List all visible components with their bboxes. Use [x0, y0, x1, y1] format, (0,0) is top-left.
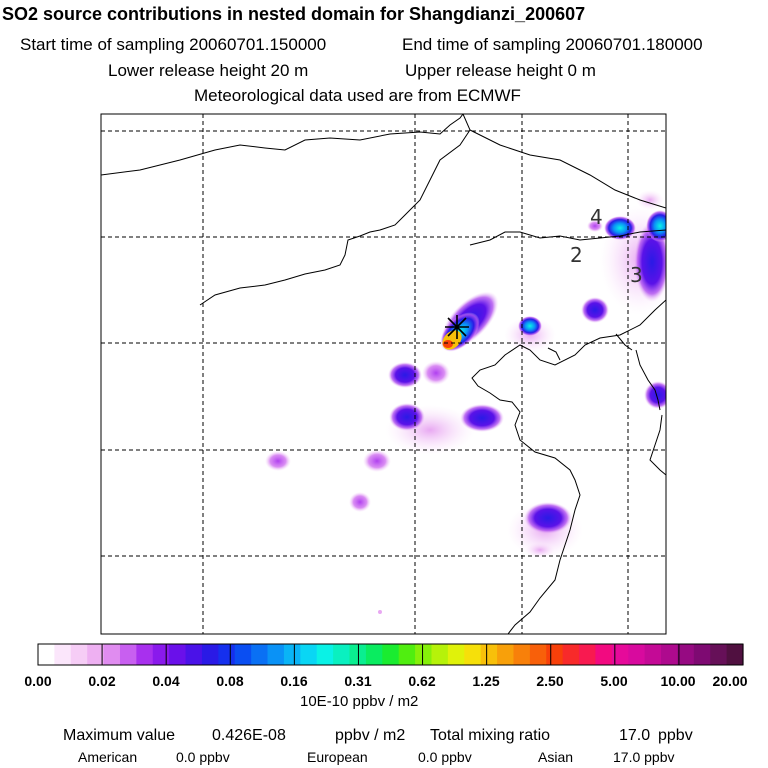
- asian-label: Asian: [538, 749, 574, 765]
- legend-tick: 0.08: [216, 673, 244, 689]
- european-label: European: [307, 749, 368, 765]
- legend-border: [37, 643, 744, 666]
- legend-swatch: [251, 644, 269, 665]
- legend-tick: 2.50: [536, 673, 564, 689]
- legend-swatch: [300, 644, 318, 665]
- legend-swatch: [267, 644, 285, 665]
- contour-label-2: 2: [570, 243, 583, 267]
- contour-label-3: 3: [630, 263, 643, 287]
- american-label: American: [78, 749, 138, 765]
- total-mixing-ratio-value: 17.0: [619, 727, 651, 744]
- legend-swatch: [185, 644, 203, 665]
- legend-swatch: [234, 644, 252, 665]
- legend-tick: 0.62: [408, 673, 436, 689]
- legend-swatch: [661, 644, 679, 665]
- map-frame: [100, 113, 667, 635]
- legend-tick: 0.00: [24, 673, 52, 689]
- legend-tick: 0.02: [88, 673, 116, 689]
- legend-swatch: [136, 644, 154, 665]
- legend-swatch: [169, 644, 187, 665]
- legend-swatch: [218, 644, 236, 665]
- legend-swatch: [611, 644, 629, 665]
- legend-swatch: [579, 644, 597, 665]
- legend-tick: 0.16: [280, 673, 308, 689]
- max-value-unit: ppbv / m2: [335, 727, 406, 744]
- legend-swatch: [38, 644, 55, 665]
- contour-label-4: 4: [590, 205, 603, 229]
- legend-swatch: [365, 644, 383, 665]
- legend-tick: 0.31: [344, 673, 372, 689]
- legend-swatch: [87, 644, 105, 665]
- legend-swatch: [546, 644, 564, 665]
- coastlines: [101, 114, 666, 634]
- legend-swatch: [316, 644, 334, 665]
- european-value: 0.0 ppbv: [418, 749, 472, 765]
- lat-lon-grid: [101, 114, 666, 634]
- total-mixing-ratio-label: Total mixing ratio: [430, 727, 551, 744]
- legend-swatch: [103, 644, 121, 665]
- total-mixing-ratio-unit: ppbv: [658, 727, 693, 744]
- color-legend: [37, 643, 744, 666]
- legend-swatch: [431, 644, 449, 665]
- map-title: SO2 source contributions in nested domai…: [2, 4, 586, 24]
- legend-tick: 10.00: [660, 673, 696, 689]
- legend-swatch: [726, 644, 744, 665]
- legend-swatch: [333, 644, 351, 665]
- legend-swatch: [562, 644, 580, 665]
- legend-swatch: [628, 644, 646, 665]
- legend-swatch: [152, 644, 170, 665]
- legend-tick: 20.00: [712, 673, 748, 689]
- legend-swatch: [283, 644, 301, 665]
- max-value: 0.426E-08: [212, 727, 286, 744]
- legend-swatch: [70, 644, 88, 665]
- legend-swatch: [447, 644, 465, 665]
- legend-swatch: [529, 644, 547, 665]
- legend-swatch: [54, 644, 72, 665]
- max-value-label: Maximum value: [63, 727, 176, 744]
- legend-swatch: [513, 644, 531, 665]
- legend-swatch: [710, 644, 728, 665]
- site-marker: [445, 315, 469, 339]
- legend-swatch: [693, 644, 711, 665]
- legend-swatch: [415, 644, 433, 665]
- legend-swatch: [480, 644, 498, 665]
- end-time-label: End time of sampling 20060701.180000: [402, 35, 703, 54]
- start-time-label: Start time of sampling 20060701.150000: [20, 35, 327, 54]
- legend-swatch: [644, 644, 662, 665]
- lower-release-height: Lower release height 20 m: [108, 61, 309, 80]
- meteorological-data-label: Meteorological data used are from ECMWF: [194, 86, 521, 105]
- legend-tick: 0.04: [152, 673, 180, 689]
- legend-swatch: [119, 644, 137, 665]
- legend-swatch: [497, 644, 515, 665]
- legend-swatch: [382, 644, 400, 665]
- asian-value: 17.0 ppbv: [613, 749, 675, 765]
- legend-swatch: [595, 644, 613, 665]
- legend-swatch: [201, 644, 219, 665]
- legend-swatch: [398, 644, 416, 665]
- legend-swatch: [677, 644, 695, 665]
- legend-unit: 10E-10 ppbv / m2: [300, 693, 419, 710]
- legend-swatch: [464, 644, 482, 665]
- plume-layer: [265, 190, 666, 614]
- upper-release-height: Upper release height 0 m: [405, 61, 596, 80]
- legend-tick: 1.25: [472, 673, 500, 689]
- legend-tick: 5.00: [600, 673, 628, 689]
- american-value: 0.0 ppbv: [176, 749, 230, 765]
